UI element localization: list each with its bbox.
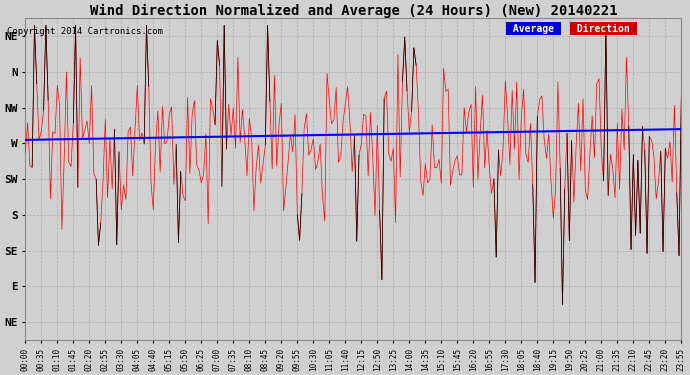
Text: Average: Average (507, 24, 560, 34)
Title: Wind Direction Normalized and Average (24 Hours) (New) 20140221: Wind Direction Normalized and Average (2… (90, 4, 617, 18)
Text: Copyright 2014 Cartronics.com: Copyright 2014 Cartronics.com (7, 27, 163, 36)
Text: Direction: Direction (571, 24, 636, 34)
